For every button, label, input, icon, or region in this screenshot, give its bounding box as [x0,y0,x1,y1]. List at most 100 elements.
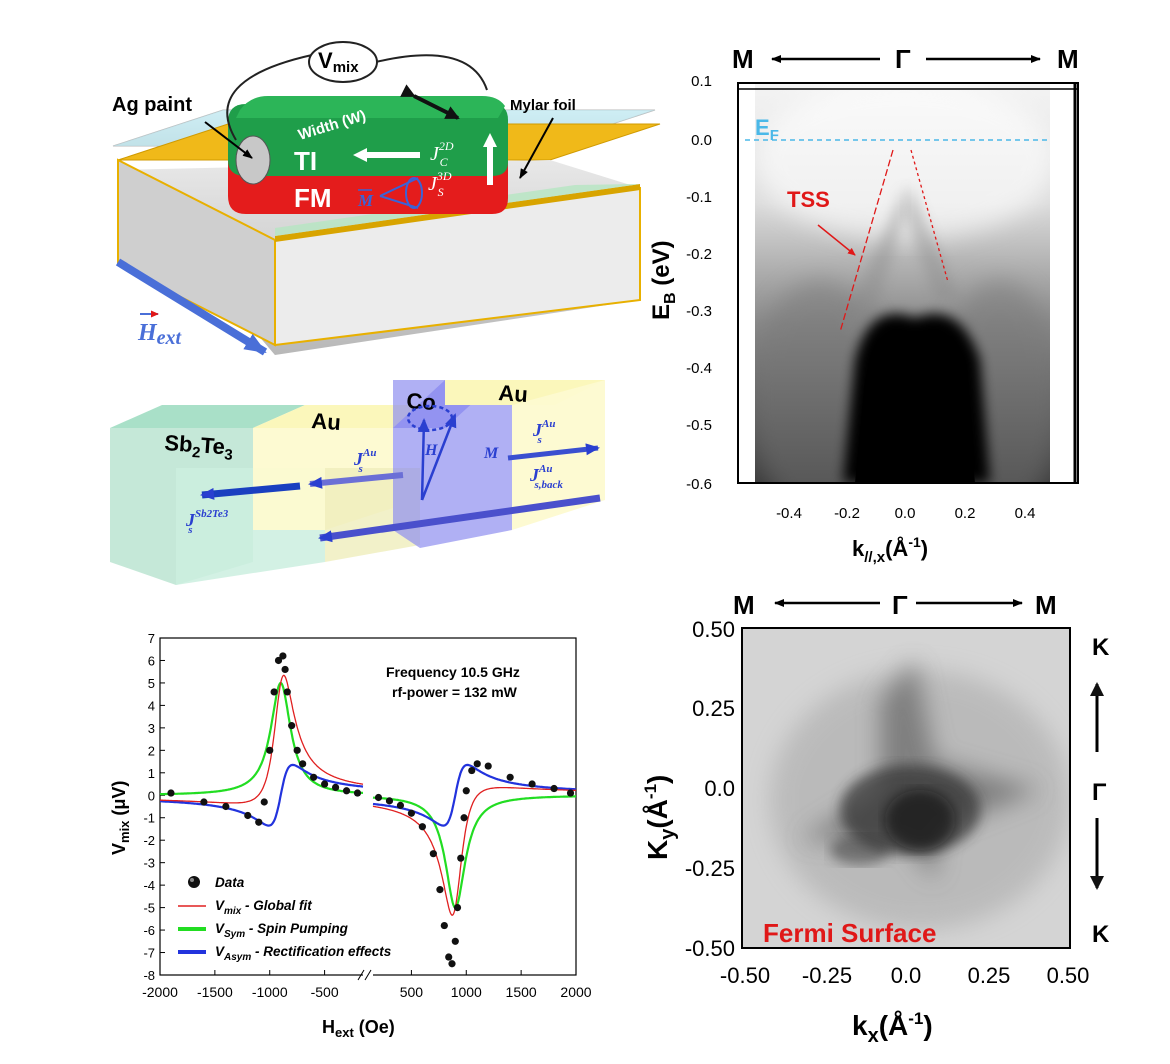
fmr-xtick-label: -1000 [252,984,288,1000]
fmr-ytick-label: -4 [143,878,155,893]
fmr-ytick-label: -2 [143,833,155,848]
arpes-xtick: 0.2 [955,505,976,522]
fm-label: FM [294,183,332,213]
arpes-xtick: 0.0 [895,505,916,522]
arpes-xlabel: k//,x(Å-1) [852,534,928,566]
fs-xtick: 0.50 [1047,963,1090,988]
legend-fit: Vmix - Global fit [215,898,312,917]
js-sbte-label: JSb2Te3 s [185,508,229,536]
legend-data-marker [188,876,200,888]
mylar-foil-pointer [519,117,554,179]
fmr-xtick-label: 500 [400,984,424,1000]
co-h-vector [417,418,430,501]
ti-layer [228,104,508,176]
fs-xtick: 0.0 [891,963,922,988]
ag-paint-dot [235,135,271,185]
fmr-data-point [167,789,175,797]
fmr-data-point [244,811,252,820]
fs-ytick: -0.50 [685,936,735,961]
fmr-xtick-label: 1500 [506,984,537,1000]
fs-gamma-side: Γ [1092,779,1107,806]
fmr-series-line [160,763,364,827]
fmr-ytick-label: 3 [148,721,155,736]
fmr-xtick-label: 2000 [560,984,591,1000]
arpes-xtick: -0.2 [834,505,860,522]
js-label: J3D S [428,169,452,199]
fmr-data-point [353,789,362,797]
fmr-data-point [222,802,230,811]
fmr-data-point [462,787,470,795]
js-au-left-arrow [308,472,404,489]
fmr-data-point [440,921,448,930]
fm-m-label: M [357,191,374,210]
co-h-label: H [424,442,438,459]
fmr-xtick-label: 1000 [451,984,482,1000]
fs-ytick: 0.25 [692,696,735,721]
arpes-panel: M Γ M EF TSS 0.1 0.0 -0. [648,44,1079,566]
arpes-yticks: 0.1 0.0 -0.1 -0.2 -0.3 -0.4 -0.5 -0.6 [686,73,712,493]
fmr-data-point [528,780,536,788]
co-m-vector [420,413,457,501]
js-au-right-label: JAu s [532,418,555,446]
fmr-ytick-label: -8 [143,968,155,983]
fmr-data-point [374,793,383,802]
fmr-series [159,652,577,968]
co-label: Co [406,388,437,415]
fmr-data-point [310,773,318,781]
fmr-data-point [255,818,263,826]
arpes-ytick: 0.0 [691,132,712,149]
au2-front [512,380,605,530]
fs-m-left: M [733,590,755,620]
fmr-data-point [566,789,575,797]
fs-yticks: 0.50 0.25 0.0 -0.25 -0.50 [685,617,735,961]
arpes-frame [737,82,1079,484]
fmr-data-point [266,746,274,754]
fmr-data-point [453,904,462,912]
js-sbte-arrow [200,482,301,500]
vmix-label: Vmix [318,48,359,76]
fmr-data-point [468,766,476,775]
fmr-ytick-label: -3 [143,856,155,871]
fmr-data-point [320,780,329,788]
fmr-data-point [279,652,287,660]
fs-gamma: Γ [892,590,908,620]
fs-xtick: 0.25 [968,963,1011,988]
legend-sym: VSym - Spin Pumping [215,921,349,940]
arpes-ytick: -0.1 [686,189,712,206]
fmr-ytick-label: -6 [143,923,155,938]
js-au-left-label: JAu s [353,447,376,475]
fmr-data-point [473,760,481,768]
tss-branch-left [839,149,894,333]
fmr-data-point [436,886,444,894]
fmr-data-point [274,656,283,665]
sbte-label: Sb2Te3 [163,430,234,464]
arpes-m-left: M [732,44,754,74]
fmr-data-point [418,823,426,831]
axis-break-mark [364,969,372,981]
fmr-series-line [372,795,576,909]
fmr-data-point [260,798,268,806]
co-m-label: M [483,445,499,462]
au1-label: Au [311,408,342,435]
fs-ytick: 0.0 [704,776,735,801]
precession-ellipse [405,177,423,209]
fmr-data-point [288,722,296,730]
legend-data: Data [215,875,245,890]
mylar-foil-label: Mylar foil [510,97,576,114]
fmr-data-point [429,850,437,858]
vmix-wire [226,54,488,141]
arpes-xticks: -0.4 -0.2 0.0 0.2 0.4 [776,505,1035,522]
fermi-panel: M Γ M Fermi Surface 0.50 0.25 0.0 -0.25 … [641,590,1110,1047]
fmr-ylabel: Vmix (μV) [109,781,132,855]
precession-cone-icon [379,177,419,209]
fmr-data-point [385,797,394,805]
tss-branch-right [910,149,949,283]
fmr-data-point [506,773,514,781]
ti-label: TI [294,146,317,176]
tss-label: TSS [787,187,830,212]
au2-label: Au [498,380,529,407]
fs-xticks: -0.50 -0.25 0.0 0.25 0.50 [720,963,1089,988]
fmr-data-point [331,783,340,792]
fs-frame [741,627,1071,949]
